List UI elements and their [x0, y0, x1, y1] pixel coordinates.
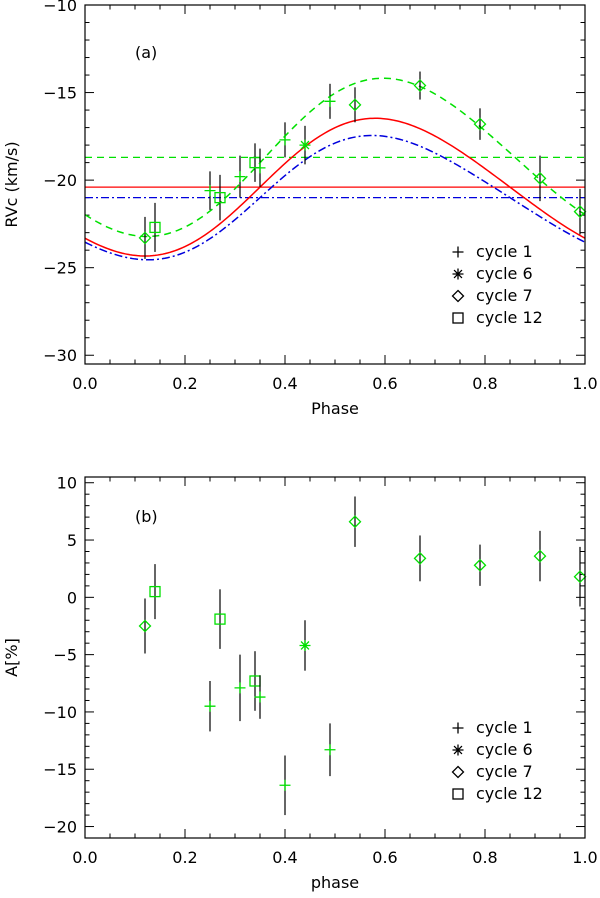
y-tick-label: −15: [43, 760, 77, 779]
data-point-diamond: [573, 205, 587, 219]
legend-diamond-icon: [451, 289, 465, 303]
y-tick-label: −15: [43, 84, 77, 103]
y-tick-label: 5: [67, 531, 77, 550]
data-point-star: [299, 639, 311, 651]
data-point-diamond: [348, 515, 362, 529]
legend-label: cycle 6: [476, 264, 533, 283]
legend-plus-icon: [452, 722, 464, 734]
data-point-plus: [204, 700, 216, 712]
legend: cycle 1 cycle 6 cycle 7 cycle 12: [451, 242, 543, 327]
legend-label: cycle 7: [476, 762, 533, 781]
x-tick-label: 0.4: [272, 848, 297, 867]
y-tick-label: −10: [43, 0, 77, 15]
data-point-plus: [234, 682, 246, 694]
legend-diamond-icon: [451, 765, 465, 779]
data-point-star: [299, 139, 311, 151]
legend-label: cycle 6: [476, 740, 533, 759]
x-tick-label: 0.8: [472, 374, 497, 393]
fit-curve-0: [84, 77, 586, 238]
x-tick-label: 0.6: [372, 848, 397, 867]
data-point-plus: [254, 162, 266, 174]
fit-curve-1: [84, 117, 586, 257]
x-tick-label: 1.0: [572, 374, 597, 393]
data-point-diamond: [533, 171, 547, 185]
data-point-square: [214, 191, 226, 204]
panel-label: (a): [135, 43, 157, 62]
y-axis-title: RVc (km/s): [2, 141, 21, 227]
y-tick-label: −10: [43, 703, 77, 722]
y-tick-label: −25: [43, 259, 77, 278]
data-point-square: [149, 221, 161, 234]
legend-square-icon: [452, 312, 464, 324]
legend-label: cycle 12: [476, 784, 543, 803]
data-point-plus: [234, 171, 246, 183]
fit-curve-2: [84, 134, 586, 261]
data-point-plus: [254, 691, 266, 703]
panel-label: (b): [135, 507, 158, 526]
data-point-plus: [204, 185, 216, 197]
legend-label: cycle 1: [476, 718, 533, 737]
legend: cycle 1 cycle 6 cycle 7 cycle 12: [451, 718, 543, 803]
x-tick-label: 0.4: [272, 374, 297, 393]
data-point-diamond: [473, 117, 487, 131]
data-point-plus: [279, 134, 291, 146]
plot-frame: [84, 4, 586, 365]
x-tick-label: 0.6: [372, 374, 397, 393]
y-tick-label: −30: [43, 346, 77, 365]
data-points: [138, 71, 587, 259]
legend-star-icon: [452, 744, 464, 756]
legend-label: cycle 12: [476, 308, 543, 327]
y-tick-label: 0: [67, 588, 77, 607]
data-point-diamond: [473, 558, 487, 572]
x-tick-label: 0.0: [72, 848, 97, 867]
data-point-plus: [324, 95, 336, 107]
legend-square-icon: [452, 788, 464, 800]
x-tick-label: 0.0: [72, 374, 97, 393]
data-point-diamond: [138, 231, 152, 245]
data-point-plus: [279, 779, 291, 791]
data-point-square: [214, 613, 226, 625]
x-axis-title: phase: [311, 873, 359, 892]
x-tick-label: 0.8: [472, 848, 497, 867]
y-tick-label: −20: [43, 171, 77, 190]
data-point-diamond: [413, 79, 427, 92]
data-point-diamond: [138, 619, 152, 633]
panel-b: 0.0 0.2 0.4 0.6 0.8 1.0 −20 −15 −10 −5 0 5 10 (b) phas…: [2, 474, 598, 892]
data-point-diamond: [573, 570, 587, 584]
y-tick-label: −5: [53, 646, 77, 665]
data-point-diamond: [413, 551, 427, 565]
y-tick-label: −20: [43, 818, 77, 837]
data-point-diamond: [533, 549, 547, 563]
plot-frame: [84, 476, 586, 839]
data-points: [138, 496, 587, 816]
legend-plus-icon: [452, 246, 464, 258]
legend-star-icon: [452, 268, 464, 280]
x-tick-label: 0.2: [172, 374, 197, 393]
y-axis-title: A[%]: [2, 638, 21, 677]
y-tick-label: 10: [57, 474, 77, 493]
x-tick-label: 1.0: [572, 848, 597, 867]
panel-a: 0.0 0.2 0.4 0.6 0.8 1.0 −30 −25 −20 −15 −10 (a) Phas…: [2, 0, 598, 418]
data-point-diamond: [348, 98, 362, 112]
data-point-square: [149, 585, 161, 598]
legend-label: cycle 1: [476, 242, 533, 261]
x-axis-title: Phase: [311, 399, 359, 418]
x-tick-label: 0.2: [172, 848, 197, 867]
legend-label: cycle 7: [476, 286, 533, 305]
data-point-plus: [324, 744, 336, 756]
